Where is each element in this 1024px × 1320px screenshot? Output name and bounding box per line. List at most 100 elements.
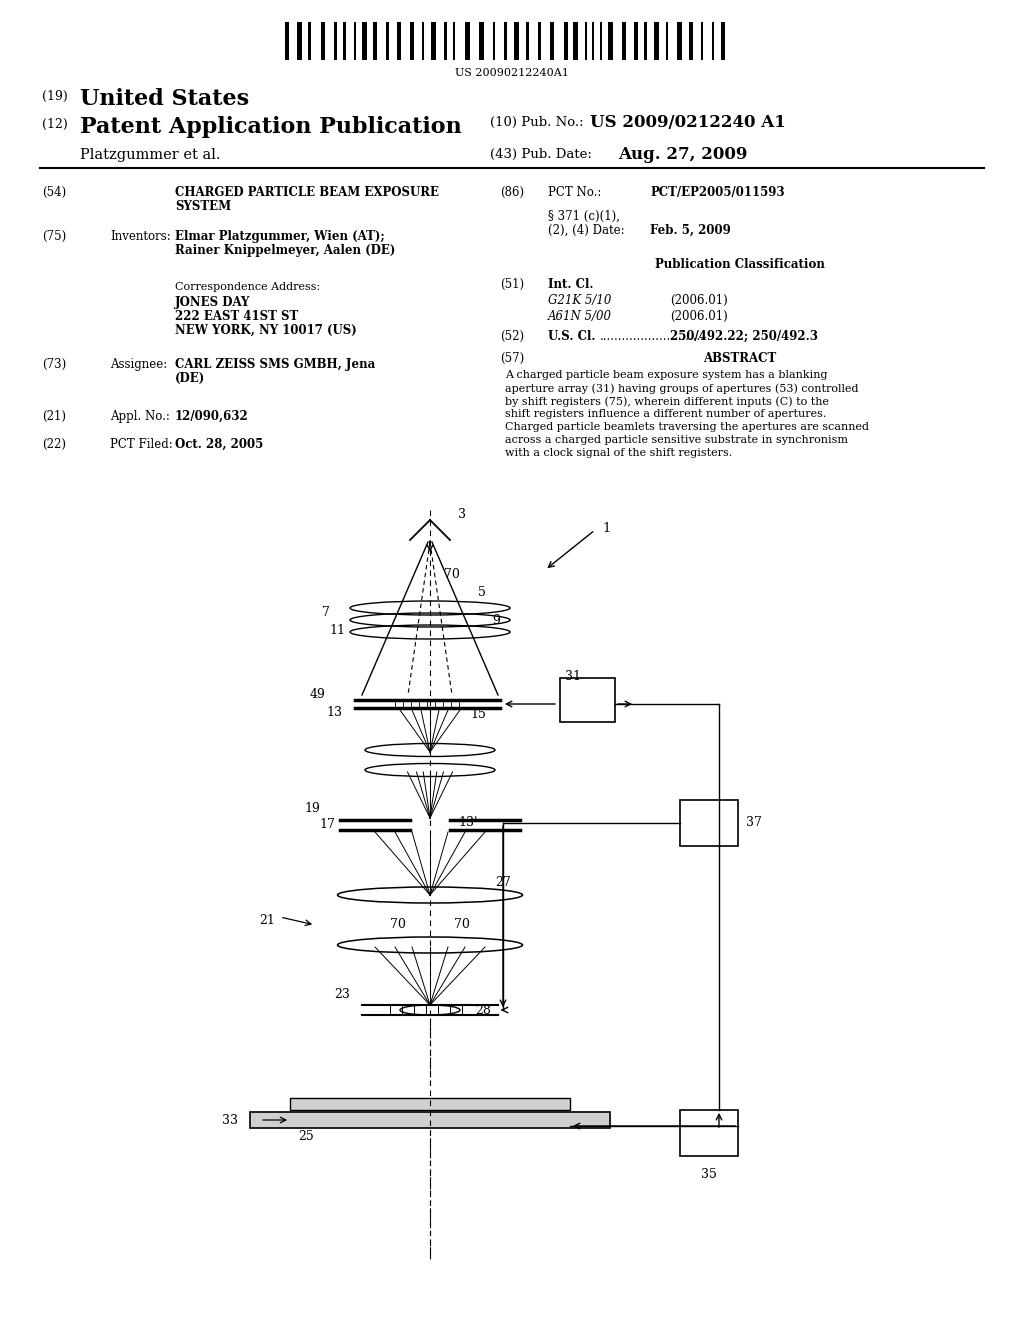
Text: 11: 11 [329, 623, 345, 636]
Bar [592, 22, 594, 59]
Bar [526, 22, 529, 59]
Bar [644, 22, 647, 59]
Bar [373, 22, 377, 59]
Text: PCT/EP2005/011593: PCT/EP2005/011593 [650, 186, 784, 199]
Bar [564, 22, 568, 59]
Text: Aug. 27, 2009: Aug. 27, 2009 [618, 147, 748, 162]
Text: 13': 13' [458, 817, 477, 829]
Text: PCT No.:: PCT No.: [548, 186, 601, 199]
Text: with a clock signal of the shift registers.: with a clock signal of the shift registe… [505, 447, 732, 458]
Bar [334, 22, 337, 59]
Text: U.S. Cl.: U.S. Cl. [548, 330, 596, 343]
Text: 28: 28 [475, 1003, 490, 1016]
Bar [431, 22, 436, 59]
Bar [493, 22, 495, 59]
Text: 7: 7 [323, 606, 330, 619]
Bar [608, 22, 613, 59]
Bar [689, 22, 693, 59]
Text: Oct. 28, 2005: Oct. 28, 2005 [175, 438, 263, 451]
Text: Platzgummer et al.: Platzgummer et al. [80, 148, 220, 162]
Text: (52): (52) [500, 330, 524, 343]
Text: 12/090,632: 12/090,632 [175, 411, 249, 422]
Text: Rainer Knippelmeyer, Aalen (DE): Rainer Knippelmeyer, Aalen (DE) [175, 244, 395, 257]
Text: (51): (51) [500, 279, 524, 290]
Text: Correspondence Address:: Correspondence Address: [175, 282, 321, 292]
Bar [397, 22, 401, 59]
Text: 35: 35 [701, 1168, 717, 1181]
Text: § 371 (c)(1),: § 371 (c)(1), [548, 210, 620, 223]
Text: 3: 3 [458, 508, 466, 521]
Bar [362, 22, 367, 59]
Text: 17: 17 [319, 818, 335, 832]
Text: US 20090212240A1: US 20090212240A1 [455, 69, 569, 78]
Bar [573, 22, 578, 59]
Text: (54): (54) [42, 186, 67, 199]
Text: Appl. No.:: Appl. No.: [110, 411, 170, 422]
Text: Inventors:: Inventors: [110, 230, 171, 243]
Bar [550, 22, 554, 59]
Bar [321, 22, 325, 59]
Text: 70: 70 [454, 917, 470, 931]
Text: Charged particle beamlets traversing the apertures are scanned: Charged particle beamlets traversing the… [505, 422, 869, 432]
Text: (10) Pub. No.:: (10) Pub. No.: [490, 116, 584, 129]
Text: 21: 21 [259, 913, 275, 927]
Text: 37: 37 [746, 817, 762, 829]
Text: 9: 9 [492, 614, 500, 627]
Bar [680, 800, 738, 846]
Text: shift registers influence a different number of apertures.: shift registers influence a different nu… [505, 409, 826, 418]
Text: 1: 1 [602, 521, 610, 535]
Text: 70: 70 [390, 917, 406, 931]
Text: Publication Classification: Publication Classification [655, 257, 825, 271]
Text: ............................: ............................ [600, 330, 705, 343]
Text: JONES DAY: JONES DAY [175, 296, 251, 309]
Text: 25: 25 [298, 1130, 313, 1143]
Text: 31: 31 [565, 671, 581, 682]
Text: 5: 5 [478, 586, 485, 598]
Bar [285, 22, 289, 59]
Text: (21): (21) [42, 411, 66, 422]
Bar [585, 22, 587, 59]
Bar [354, 22, 356, 59]
Text: (86): (86) [500, 186, 524, 199]
Text: 15: 15 [470, 708, 485, 721]
Text: 222 EAST 41ST ST: 222 EAST 41ST ST [175, 310, 298, 323]
Text: (57): (57) [500, 352, 524, 366]
Text: ABSTRACT: ABSTRACT [703, 352, 776, 366]
Bar [453, 22, 455, 59]
Bar [308, 22, 311, 59]
Text: Patent Application Publication: Patent Application Publication [80, 116, 462, 139]
Text: PCT Filed:: PCT Filed: [110, 438, 173, 451]
Text: (43) Pub. Date:: (43) Pub. Date: [490, 148, 592, 161]
Text: CHARGED PARTICLE BEAM EXPOSURE: CHARGED PARTICLE BEAM EXPOSURE [175, 186, 439, 199]
Text: (DE): (DE) [175, 372, 205, 385]
Text: (19): (19) [42, 90, 68, 103]
Text: United States: United States [80, 88, 249, 110]
Bar [560, 678, 615, 722]
Bar [666, 22, 668, 59]
Text: Elmar Platzgummer, Wien (AT);: Elmar Platzgummer, Wien (AT); [175, 230, 385, 243]
Text: 49: 49 [309, 689, 325, 701]
Text: Feb. 5, 2009: Feb. 5, 2009 [650, 224, 731, 238]
Text: (2006.01): (2006.01) [670, 310, 728, 323]
Bar [712, 22, 714, 59]
Bar [680, 1110, 738, 1156]
Text: US 2009/0212240 A1: US 2009/0212240 A1 [590, 114, 785, 131]
Bar [410, 22, 414, 59]
Text: 19: 19 [304, 801, 319, 814]
Text: Assignee:: Assignee: [110, 358, 167, 371]
Bar [479, 22, 484, 59]
Bar [600, 22, 602, 59]
Bar [465, 22, 470, 59]
Bar [654, 22, 659, 59]
Bar [343, 22, 346, 59]
Bar [386, 22, 389, 59]
Bar [514, 22, 519, 59]
Bar [290, 1098, 570, 1110]
Text: 23: 23 [334, 989, 350, 1002]
Text: (22): (22) [42, 438, 66, 451]
Text: 27: 27 [495, 875, 511, 888]
Text: across a charged particle sensitive substrate in synchronism: across a charged particle sensitive subs… [505, 436, 848, 445]
Text: NEW YORK, NY 10017 (US): NEW YORK, NY 10017 (US) [175, 323, 356, 337]
Text: (2006.01): (2006.01) [670, 294, 728, 308]
Bar [250, 1111, 610, 1129]
